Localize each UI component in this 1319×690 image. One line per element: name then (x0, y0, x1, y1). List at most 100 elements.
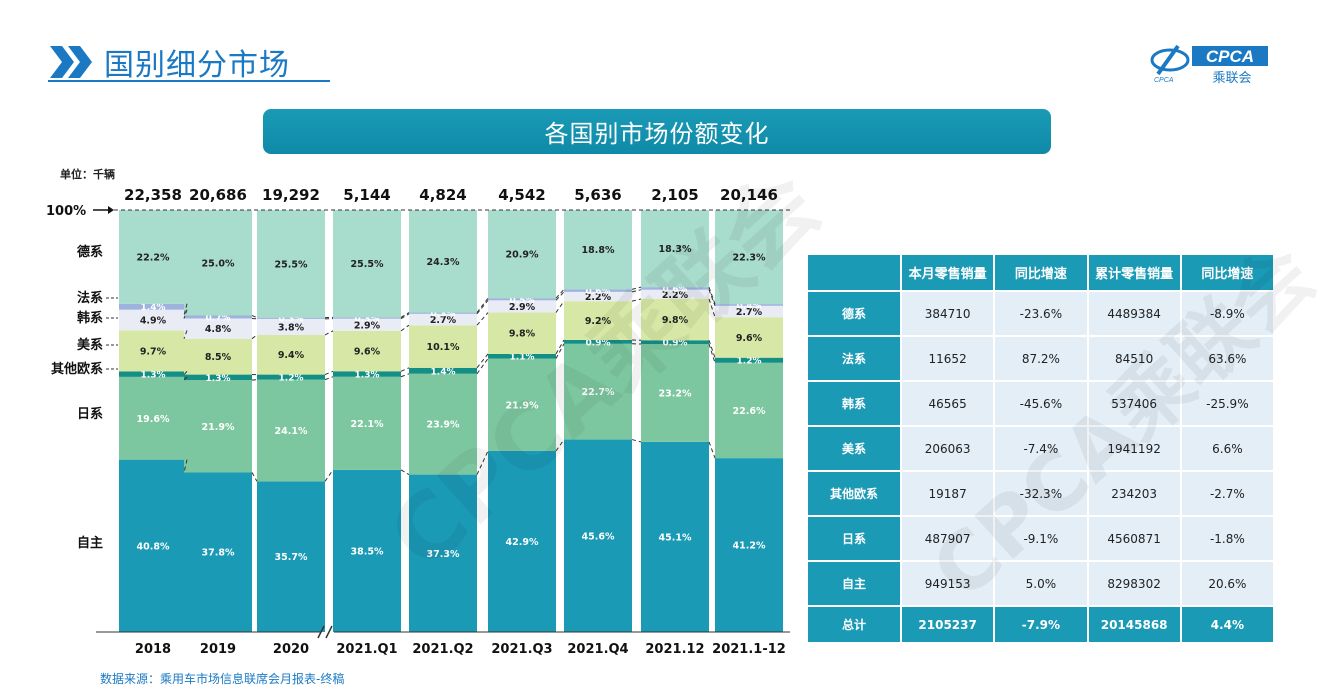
data-label: 38.5% (351, 546, 384, 557)
connector-line-kr (708, 289, 716, 306)
bar-segment-fr (257, 317, 325, 319)
table-cell: 84510 (1086, 335, 1182, 382)
table-cell: 384710 (899, 290, 996, 337)
bar-segment-fr (715, 304, 783, 306)
connector-line-zz (183, 459, 188, 473)
legend-label-us: 美系 (77, 337, 103, 353)
bar-segment-jp (641, 344, 709, 442)
bar-segment-kr (564, 291, 632, 302)
connector-line-eu (400, 367, 410, 372)
row-header: 德系 (806, 290, 902, 337)
bar-segment-jp (333, 376, 401, 470)
table-cell: 4489384 (1086, 290, 1182, 337)
data-label: 37.8% (202, 548, 235, 559)
connector-line-fr (400, 312, 410, 318)
bar-segment-kr (119, 309, 187, 331)
bar-segment-kr (333, 318, 401, 331)
chart-title-banner: 各国别市场份额变化 (263, 109, 1051, 154)
data-label: 0.9% (663, 339, 688, 349)
bar-segment-us (333, 330, 401, 372)
table-header-cell (806, 253, 902, 292)
row-header: 自主 (806, 560, 902, 607)
total-label: 20,146 (720, 186, 778, 204)
table-cell: 46565 (899, 380, 996, 427)
total-label: 22,358 (124, 186, 182, 204)
bar-segment-ge (641, 210, 709, 288)
table-cell: 19187 (899, 470, 996, 517)
bar-segment-zz (715, 458, 783, 632)
data-label: 9.6% (354, 347, 381, 358)
data-label: 0.3% (279, 315, 304, 325)
bar-segment-jp (488, 358, 556, 451)
connector-line-zz (555, 439, 565, 452)
x-tick-label: 2021.Q3 (491, 642, 552, 657)
data-label: 22.1% (351, 419, 384, 430)
total-label: 20,686 (189, 186, 247, 204)
data-label: 1.2% (737, 357, 762, 367)
table-cell: 6.6% (1179, 425, 1276, 472)
bar-segment-eu (409, 367, 477, 374)
bar-segment-eu (488, 353, 556, 359)
data-label: 24.1% (275, 426, 308, 437)
data-label: 25.5% (275, 259, 308, 270)
bar-segment-jp (409, 373, 477, 475)
table-row: 法系 11652 87.2% 84510 63.6% (806, 335, 1276, 382)
bar-segment-kr (715, 305, 783, 318)
connector-line-zz (324, 469, 334, 482)
bar-segment-zz (257, 481, 325, 632)
legend-label-zz: 自主 (77, 535, 103, 551)
x-tick-label: 2021.1-12 (712, 642, 786, 657)
bar-segment-kr (641, 289, 709, 299)
cpca-logo: CPCA 乘联会 CPCA (1150, 44, 1268, 84)
legend-label-fr: 法系 (77, 290, 103, 306)
unit-label: 单位：千辆 (60, 168, 115, 181)
data-label: 37.3% (427, 549, 460, 560)
bar-segment-eu (641, 340, 709, 345)
table-cell: 20.6% (1179, 560, 1276, 607)
connector-line-eu (183, 371, 188, 375)
table-cell: -2.7% (1179, 470, 1276, 517)
data-label: 45.1% (659, 532, 692, 543)
x-tick-label: 2018 (135, 642, 171, 657)
connector-line-zz (400, 469, 410, 476)
table-cell: -7.4% (993, 425, 1089, 472)
connector-line-fr (183, 303, 188, 316)
table-cell: -25.9% (1179, 380, 1276, 427)
x-tick-label: 2019 (200, 642, 236, 657)
data-label: 0.7% (206, 313, 231, 323)
table-cell: 63.6% (1179, 335, 1276, 382)
table-row: 德系 384710 -23.6% 4489384 -8.9% (806, 290, 1276, 337)
connector-line-jp (476, 358, 489, 375)
data-label: 2.7% (430, 315, 457, 326)
table-cell: 5.0% (993, 560, 1089, 607)
bar-segment-kr (488, 300, 556, 313)
legend-label-ge: 德系 (77, 244, 103, 260)
table-cell: 537406 (1086, 380, 1182, 427)
bar-segment-zz (641, 441, 709, 632)
connector-line-us (631, 298, 642, 302)
table-header-row: 本月零售销量 同比增速 累计零售销量 同比增速 (806, 253, 1276, 292)
bar-segment-jp (184, 380, 252, 473)
bar-segment-ge (488, 210, 556, 299)
connector-line-fr (476, 297, 489, 313)
table-cell: -32.3% (993, 470, 1089, 517)
table-cell: 8298302 (1086, 560, 1182, 607)
connector-line-zz (251, 472, 258, 482)
data-label: 23.2% (659, 388, 692, 399)
bar-segment-zz (333, 469, 401, 632)
table-cell: 4560871 (1086, 515, 1182, 562)
table-cell: 20145868 (1086, 605, 1182, 644)
data-label: 41.2% (733, 541, 766, 552)
table-cell: 1941192 (1086, 425, 1182, 472)
total-label: 2,105 (651, 186, 698, 204)
bar-segment-us (564, 301, 632, 340)
connector-line-kr (476, 299, 489, 315)
axis-break-mark (317, 625, 325, 639)
table-cell: 87.2% (993, 335, 1089, 382)
connector-line-us (708, 298, 716, 318)
bar-segment-us (257, 334, 325, 375)
data-label: 10.1% (427, 342, 460, 353)
bar-segment-eu (184, 374, 252, 381)
table-cell: -7.9% (993, 605, 1089, 644)
